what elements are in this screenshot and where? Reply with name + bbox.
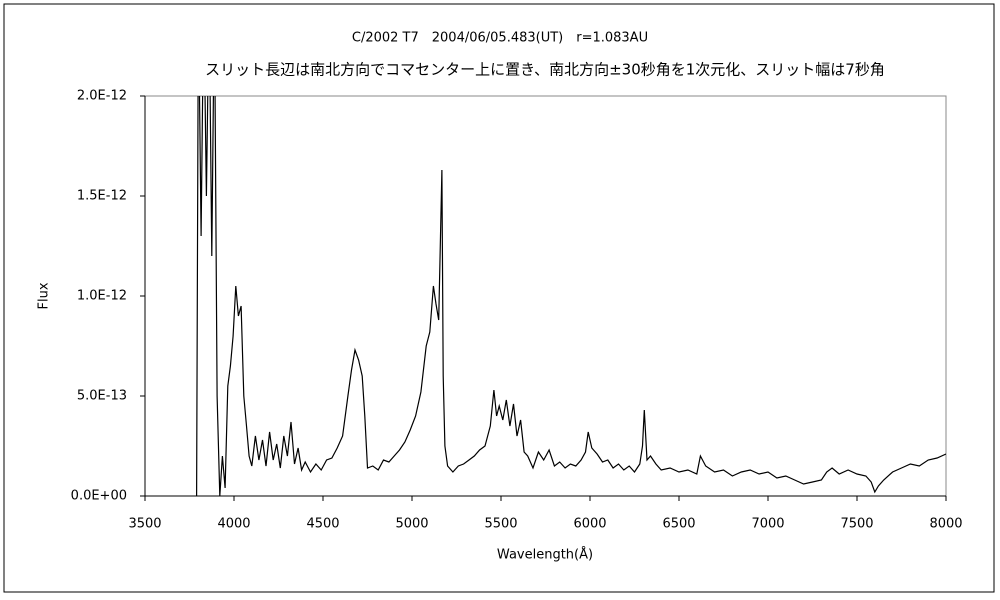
x-tick-label: 7500 bbox=[840, 517, 873, 532]
x-axis-label: Wavelength(Å) bbox=[497, 547, 593, 563]
chart-subtitle: スリット長辺は南北方向でコマセンター上に置き、南北方向±30秒角を1次元化、スリ… bbox=[205, 61, 885, 79]
x-tick-label: 4000 bbox=[217, 517, 250, 532]
chart-border bbox=[3, 3, 995, 593]
y-tick-label: 2.0E-12 bbox=[77, 89, 127, 104]
x-tick-label: 8000 bbox=[929, 517, 962, 532]
y-tick-label: 0.0E+00 bbox=[71, 489, 127, 504]
y-axis-label: Flux bbox=[37, 282, 52, 309]
spectrum-line bbox=[196, 96, 946, 496]
y-tick-label: 1.5E-12 bbox=[77, 189, 127, 204]
y-tick-label: 1.0E-12 bbox=[77, 289, 127, 304]
chart-title: C/2002 T7 2004/06/05.483(UT) r=1.083AU bbox=[352, 31, 648, 46]
x-tick-label: 3500 bbox=[128, 517, 161, 532]
x-tick-label: 5000 bbox=[395, 517, 428, 532]
x-tick-label: 4500 bbox=[306, 517, 339, 532]
x-tick-label: 7000 bbox=[751, 517, 784, 532]
y-tick-label: 5.0E-13 bbox=[77, 389, 127, 404]
x-tick-label: 5500 bbox=[484, 517, 517, 532]
x-tick-label: 6000 bbox=[573, 517, 606, 532]
x-tick-label: 6500 bbox=[662, 517, 695, 532]
plot-area bbox=[144, 95, 947, 497]
